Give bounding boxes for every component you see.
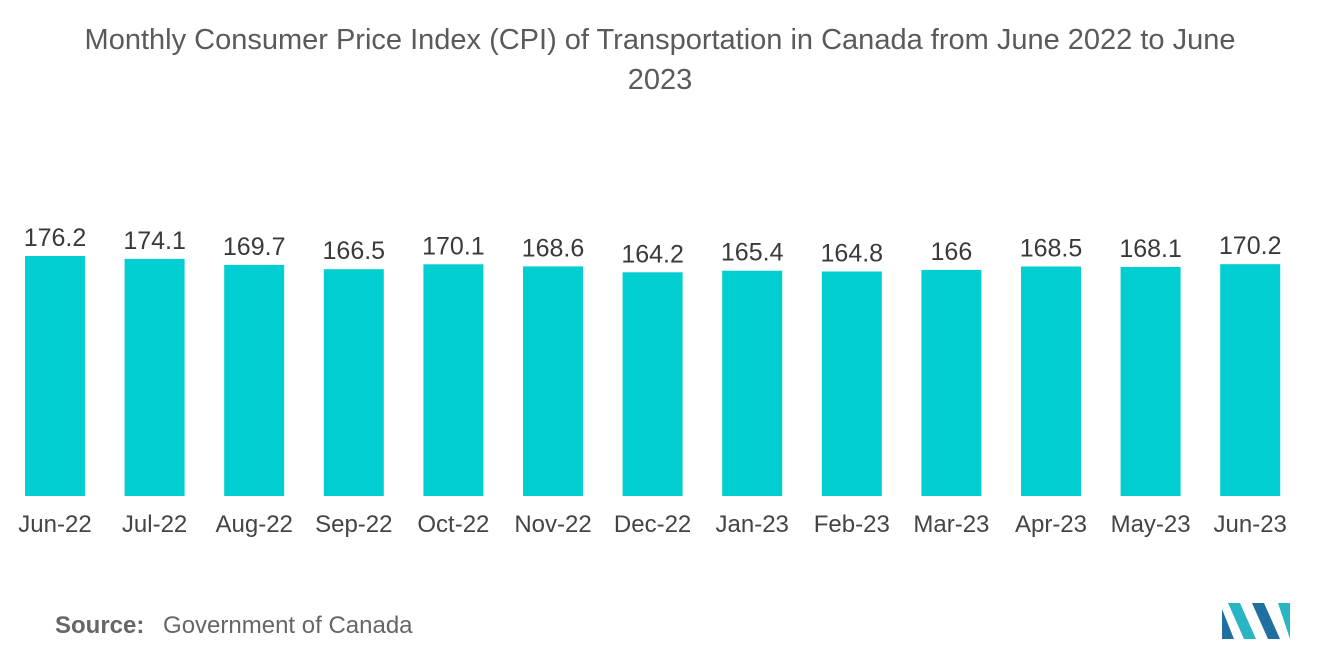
- value-label-sep-22: 166.5: [323, 237, 386, 265]
- x-tick-label-mar-23: Mar-23: [913, 511, 989, 538]
- x-tick-label-dec-22: Dec-22: [614, 511, 691, 538]
- source-label: Source:: [55, 612, 145, 639]
- value-label-jun-22: 176.2: [24, 224, 87, 252]
- bar-mar-23: [921, 269, 982, 496]
- value-label-aug-22: 169.7: [223, 233, 286, 261]
- x-tick-label-feb-23: Feb-23: [814, 511, 890, 538]
- value-label-jul-22: 174.1: [123, 227, 186, 255]
- bar-jan-23: [722, 270, 783, 496]
- value-label-mar-23: 166: [931, 238, 973, 266]
- bar-oct-22: [423, 264, 484, 496]
- x-tick-label-jun-22: Jun-22: [18, 511, 91, 538]
- source-value: Government of Canada: [163, 612, 413, 639]
- x-tick-label-apr-23: Apr-23: [1015, 511, 1087, 538]
- x-tick-label-aug-22: Aug-22: [216, 511, 293, 538]
- value-label-nov-22: 168.6: [522, 234, 585, 262]
- bar-jul-22: [124, 258, 185, 496]
- bar-nov-22: [523, 266, 583, 496]
- x-tick-label-may-23: May-23: [1111, 511, 1191, 538]
- value-label-feb-23: 164.8: [821, 240, 884, 268]
- brand-logo-icon: [1222, 603, 1290, 639]
- x-tick-label-jan-23: Jan-23: [716, 511, 789, 538]
- bar-chart: 176.2 Jun-22 174.1 Jul-22 169.7 Aug-22 166.5 Se…: [18, 224, 1287, 538]
- x-tick-label-nov-22: Nov-22: [514, 511, 591, 538]
- value-label-apr-23: 168.5: [1020, 235, 1083, 263]
- logo-shape-left: [1222, 609, 1234, 639]
- x-tick-label-sep-22: Sep-22: [315, 511, 392, 538]
- value-label-jun-23: 170.2: [1219, 232, 1282, 260]
- value-label-may-23: 168.1: [1119, 235, 1182, 263]
- source-note: Source: Government of Canada: [55, 612, 413, 640]
- x-tick-label-jul-22: Jul-22: [122, 511, 187, 538]
- bar-sep-22: [323, 269, 384, 496]
- bar-may-23: [1120, 267, 1181, 496]
- x-tick-label-jun-23: Jun-23: [1214, 511, 1287, 538]
- value-label-oct-22: 170.1: [422, 232, 485, 260]
- chart-title-line-2: 2023: [627, 64, 693, 96]
- value-label-jan-23: 165.4: [721, 239, 784, 267]
- bar-feb-23: [821, 271, 882, 496]
- chart-title: Monthly Consumer Price Index (CPI) of Tr…: [0, 20, 1320, 100]
- bar-aug-22: [224, 264, 285, 496]
- logo-shape-middle-right: [1252, 603, 1280, 639]
- logo-shape-right: [1278, 603, 1290, 639]
- logo-shape-middle-left: [1228, 603, 1256, 639]
- chart-title-line-1: Monthly Consumer Price Index (CPI) of Tr…: [84, 24, 1236, 56]
- bar-jun-22: [25, 256, 85, 496]
- x-tick-label-oct-22: Oct-22: [417, 511, 489, 538]
- bar-apr-23: [1021, 266, 1081, 496]
- bar-dec-22: [622, 272, 683, 496]
- value-label-dec-22: 164.2: [621, 240, 684, 268]
- bar-jun-23: [1220, 264, 1281, 496]
